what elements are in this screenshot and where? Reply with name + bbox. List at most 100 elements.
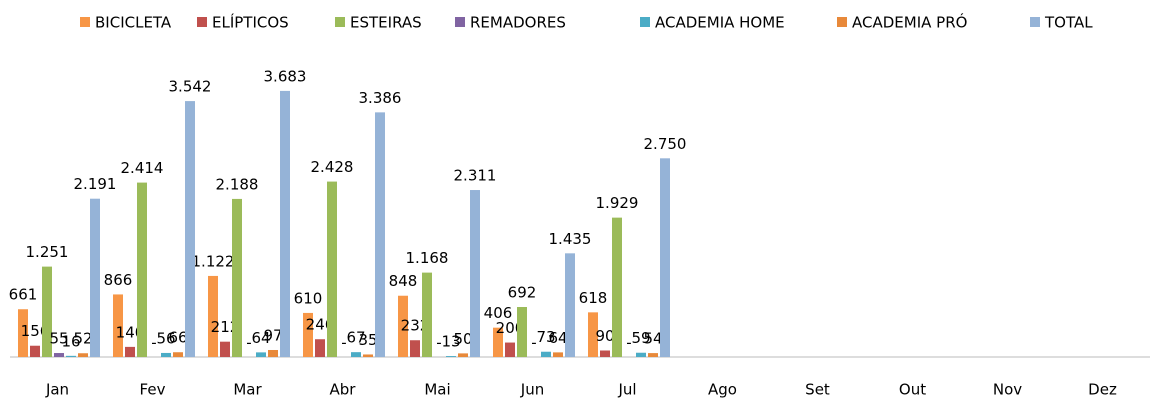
data-label: - [151,334,156,352]
bar [303,312,313,357]
x-tick-label: Jul [617,381,636,399]
data-label: 55 [49,330,68,348]
data-label: 90 [595,327,614,345]
data-label: 2.428 [311,158,354,176]
bar [256,352,266,357]
legend-swatch [837,17,847,27]
bar [565,253,575,357]
legend-label: BICICLETA [95,14,172,32]
bar [208,275,218,357]
x-tick-label: Out [899,381,926,399]
bar [505,342,515,357]
bar [268,349,278,357]
data-label: 56 [156,329,175,347]
bar [327,181,337,357]
bar [517,307,527,357]
data-label: 2.750 [644,135,687,153]
bar [351,352,361,357]
data-label: 1.435 [549,230,592,248]
data-label: 618 [579,289,608,307]
bar [612,217,622,357]
bar [30,345,40,357]
data-label: 64 [548,329,567,347]
data-label: 3.683 [264,67,307,85]
x-tick-label: Jan [45,381,69,399]
bar [470,190,480,357]
x-tick-label: Set [805,381,830,399]
data-label: 35 [358,331,377,349]
legend-label: TOTAL [1044,14,1093,32]
bar [660,158,670,357]
bar [315,339,325,357]
data-label: 1.122 [192,252,235,270]
bar [42,266,52,357]
bar [493,327,503,357]
data-label: 64 [251,329,270,347]
bar [280,90,290,357]
x-tick-label: Fev [140,381,166,399]
data-label: 59 [631,329,650,347]
bar [446,356,456,357]
bar [375,112,385,357]
data-label: 1.929 [596,194,639,212]
x-tick-label: Nov [993,381,1022,399]
data-label: 692 [508,284,537,302]
x-tick-label: Abr [330,381,357,399]
data-label: 2.188 [216,175,259,193]
data-label: 2.414 [121,159,164,177]
data-label: 73 [536,328,555,346]
data-label: - [531,334,536,352]
legend-label: ELÍPTICOS [212,13,289,32]
bar [18,309,28,357]
bar [541,351,551,357]
legend-label: ACADEMIA HOME [655,14,785,32]
data-label: 66 [168,329,187,347]
bar [232,198,242,357]
data-label: 1.251 [26,243,69,261]
data-label: 97 [263,326,282,344]
data-label: 3.386 [359,89,402,107]
bar [553,352,563,357]
data-label: 50 [453,330,472,348]
x-tick-label: Dez [1088,381,1117,399]
bar [410,340,420,357]
legend-swatch [1030,17,1040,27]
x-tick-label: Jun [520,381,544,399]
data-label: 2.311 [454,167,497,185]
bar [600,350,610,357]
bar [90,198,100,357]
bar [54,353,64,357]
bar [636,352,646,357]
legend-swatch [197,17,207,27]
x-tick-label: Mar [233,381,262,399]
bar [648,353,658,357]
legend-label: ESTEIRAS [350,14,422,32]
x-tick-label: Ago [708,381,737,399]
bar [113,294,123,357]
legend-swatch [335,17,345,27]
data-label: 610 [294,289,323,307]
data-label: 54 [643,330,662,348]
data-label: - [436,334,441,352]
bar [125,346,135,357]
data-label: 661 [9,286,38,304]
bar [161,352,171,357]
bar [588,312,598,357]
legend-swatch [80,17,90,27]
x-tick-label: Mai [424,381,450,399]
bar [137,182,147,357]
data-label: 866 [104,271,133,289]
data-label: 52 [73,330,92,348]
data-label: 2.191 [74,175,117,193]
legend-label: ACADEMIA PRÓ [852,13,967,32]
data-label: 16 [61,332,80,350]
bar [458,353,468,357]
bar [422,272,432,357]
data-label: 3.542 [169,78,212,96]
legend-label: REMADORES [470,14,566,32]
data-label: - [246,334,251,352]
legend-swatch [455,17,465,27]
data-label: - [626,334,631,352]
legend-swatch [640,17,650,27]
